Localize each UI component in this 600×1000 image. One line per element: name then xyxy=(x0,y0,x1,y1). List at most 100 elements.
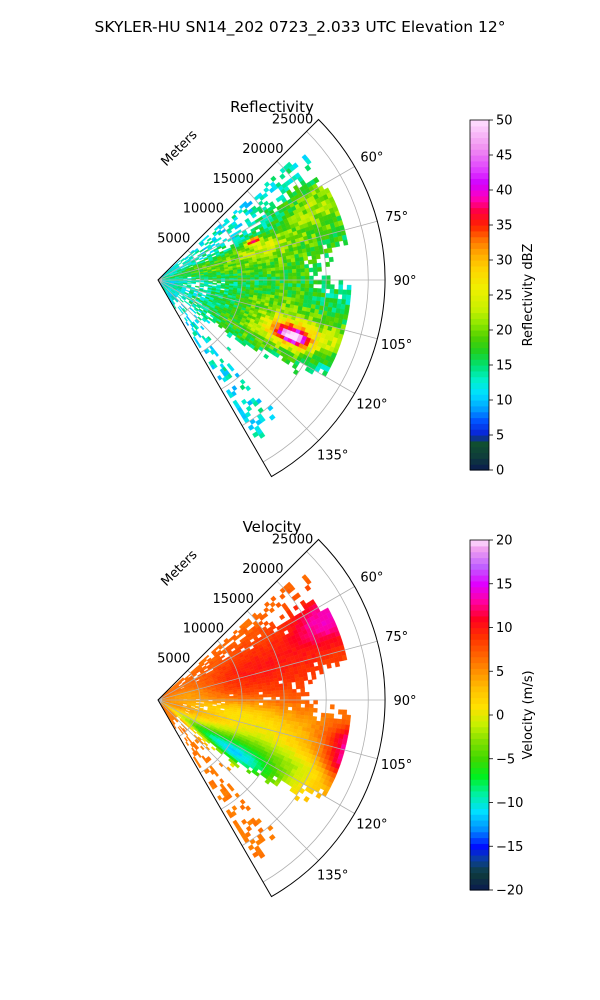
radar-cell xyxy=(199,700,205,703)
radar-cell xyxy=(258,277,264,281)
radar-cell xyxy=(296,268,301,273)
radar-cell xyxy=(237,693,243,696)
radar-cell xyxy=(345,294,351,301)
radar-cell xyxy=(287,290,293,295)
radar-cell xyxy=(271,270,276,275)
radar-cell xyxy=(239,384,246,391)
colorbar-band xyxy=(470,843,489,850)
radar-cell xyxy=(315,300,321,306)
radar-cell xyxy=(300,275,306,281)
azimuth-spoke xyxy=(157,220,378,281)
range-ring xyxy=(178,249,201,317)
radar-cell xyxy=(296,692,302,697)
radar-cell xyxy=(245,805,252,812)
radar-cell xyxy=(271,276,276,281)
radar-cell xyxy=(258,268,263,273)
radar-cell xyxy=(291,286,297,292)
range-ring xyxy=(199,220,243,354)
radar-cell xyxy=(250,274,255,278)
colorbar-tick-label: 5 xyxy=(496,429,504,444)
azimuth-spoke xyxy=(157,586,355,701)
radar-cell xyxy=(294,592,302,599)
colorbar-band xyxy=(470,312,489,319)
colorbar-band xyxy=(470,458,489,465)
radar-cell xyxy=(233,701,238,705)
radar-cell xyxy=(334,661,341,668)
azimuth-tick-label: 120° xyxy=(356,818,387,833)
radar-cell xyxy=(252,400,259,407)
radar-cell xyxy=(315,720,321,726)
radar-cell xyxy=(209,769,215,776)
azimuth-tick-label: 60° xyxy=(360,151,383,166)
radar-cell xyxy=(262,279,268,284)
colorbar-band xyxy=(470,645,489,652)
radial-tick-label: 10000 xyxy=(183,622,224,637)
colorbar-band xyxy=(470,365,489,372)
radar-cell xyxy=(296,287,301,292)
radar-cell xyxy=(296,279,302,284)
colorbar-band xyxy=(470,540,489,547)
radar-cell xyxy=(192,309,197,315)
radar-cell xyxy=(275,286,280,290)
colorbar-band xyxy=(470,639,489,646)
radar-cell xyxy=(283,283,289,287)
radar-cell xyxy=(299,294,305,300)
radar-cell xyxy=(275,690,280,694)
radar-cell xyxy=(246,282,251,285)
colorbar-band xyxy=(470,125,489,133)
radar-cell xyxy=(308,287,314,293)
colorbar-band xyxy=(470,190,489,197)
radar-cell xyxy=(228,812,234,819)
colorbar-band xyxy=(470,172,489,179)
radar-cell xyxy=(229,275,234,279)
colorbar-band xyxy=(470,709,489,716)
colorbar-band xyxy=(470,872,489,879)
radar-cell xyxy=(220,706,226,709)
radar-cell xyxy=(268,834,276,841)
radar-cell xyxy=(258,688,263,693)
radar-cell xyxy=(210,364,216,370)
colorbar-band xyxy=(470,750,489,757)
radar-cell xyxy=(271,282,276,287)
radar-cell xyxy=(254,282,260,286)
radar-cell xyxy=(183,300,189,305)
colorbar-band xyxy=(470,300,489,308)
radar-cell xyxy=(283,703,289,707)
radar-cell xyxy=(288,276,293,281)
radar-cell xyxy=(299,260,305,266)
radar-cell xyxy=(304,267,310,273)
colorbar-tick-label: 50 xyxy=(496,114,513,129)
radar-cell xyxy=(287,262,292,267)
radar-cell xyxy=(194,319,199,324)
velocity-axis-labels: 60°75°90°105°120°135°5000100001500020000… xyxy=(157,532,416,883)
radar-cell xyxy=(237,222,243,228)
radar-cell xyxy=(274,289,280,293)
radar-cell xyxy=(287,269,293,274)
radar-cell xyxy=(270,708,276,713)
radar-cell xyxy=(292,279,297,284)
colorbar-band xyxy=(470,610,489,617)
radar-cell xyxy=(342,709,348,715)
radar-cell xyxy=(308,267,314,273)
radar-cell xyxy=(291,710,297,715)
range-ring xyxy=(178,669,201,737)
colorbar-band xyxy=(470,680,489,687)
colorbar-band xyxy=(470,230,489,238)
velocity-radial-axis-label: Meters xyxy=(159,547,201,589)
radar-cell xyxy=(308,291,314,297)
radar-cell xyxy=(266,702,272,707)
colorbar-band xyxy=(470,435,489,442)
colorbar-band xyxy=(470,884,489,891)
radar-cell xyxy=(295,290,301,296)
radar-cell xyxy=(342,239,349,246)
radar-cell xyxy=(234,372,241,379)
radar-cell xyxy=(299,680,305,686)
radar-cell xyxy=(270,684,276,689)
radar-cell xyxy=(254,284,259,289)
radar-cell xyxy=(246,275,251,278)
colorbar-band xyxy=(470,149,489,156)
colorbar-band xyxy=(470,271,489,279)
radar-cell xyxy=(317,279,323,285)
radar-cell xyxy=(267,279,272,284)
colorbar-band xyxy=(470,464,489,471)
